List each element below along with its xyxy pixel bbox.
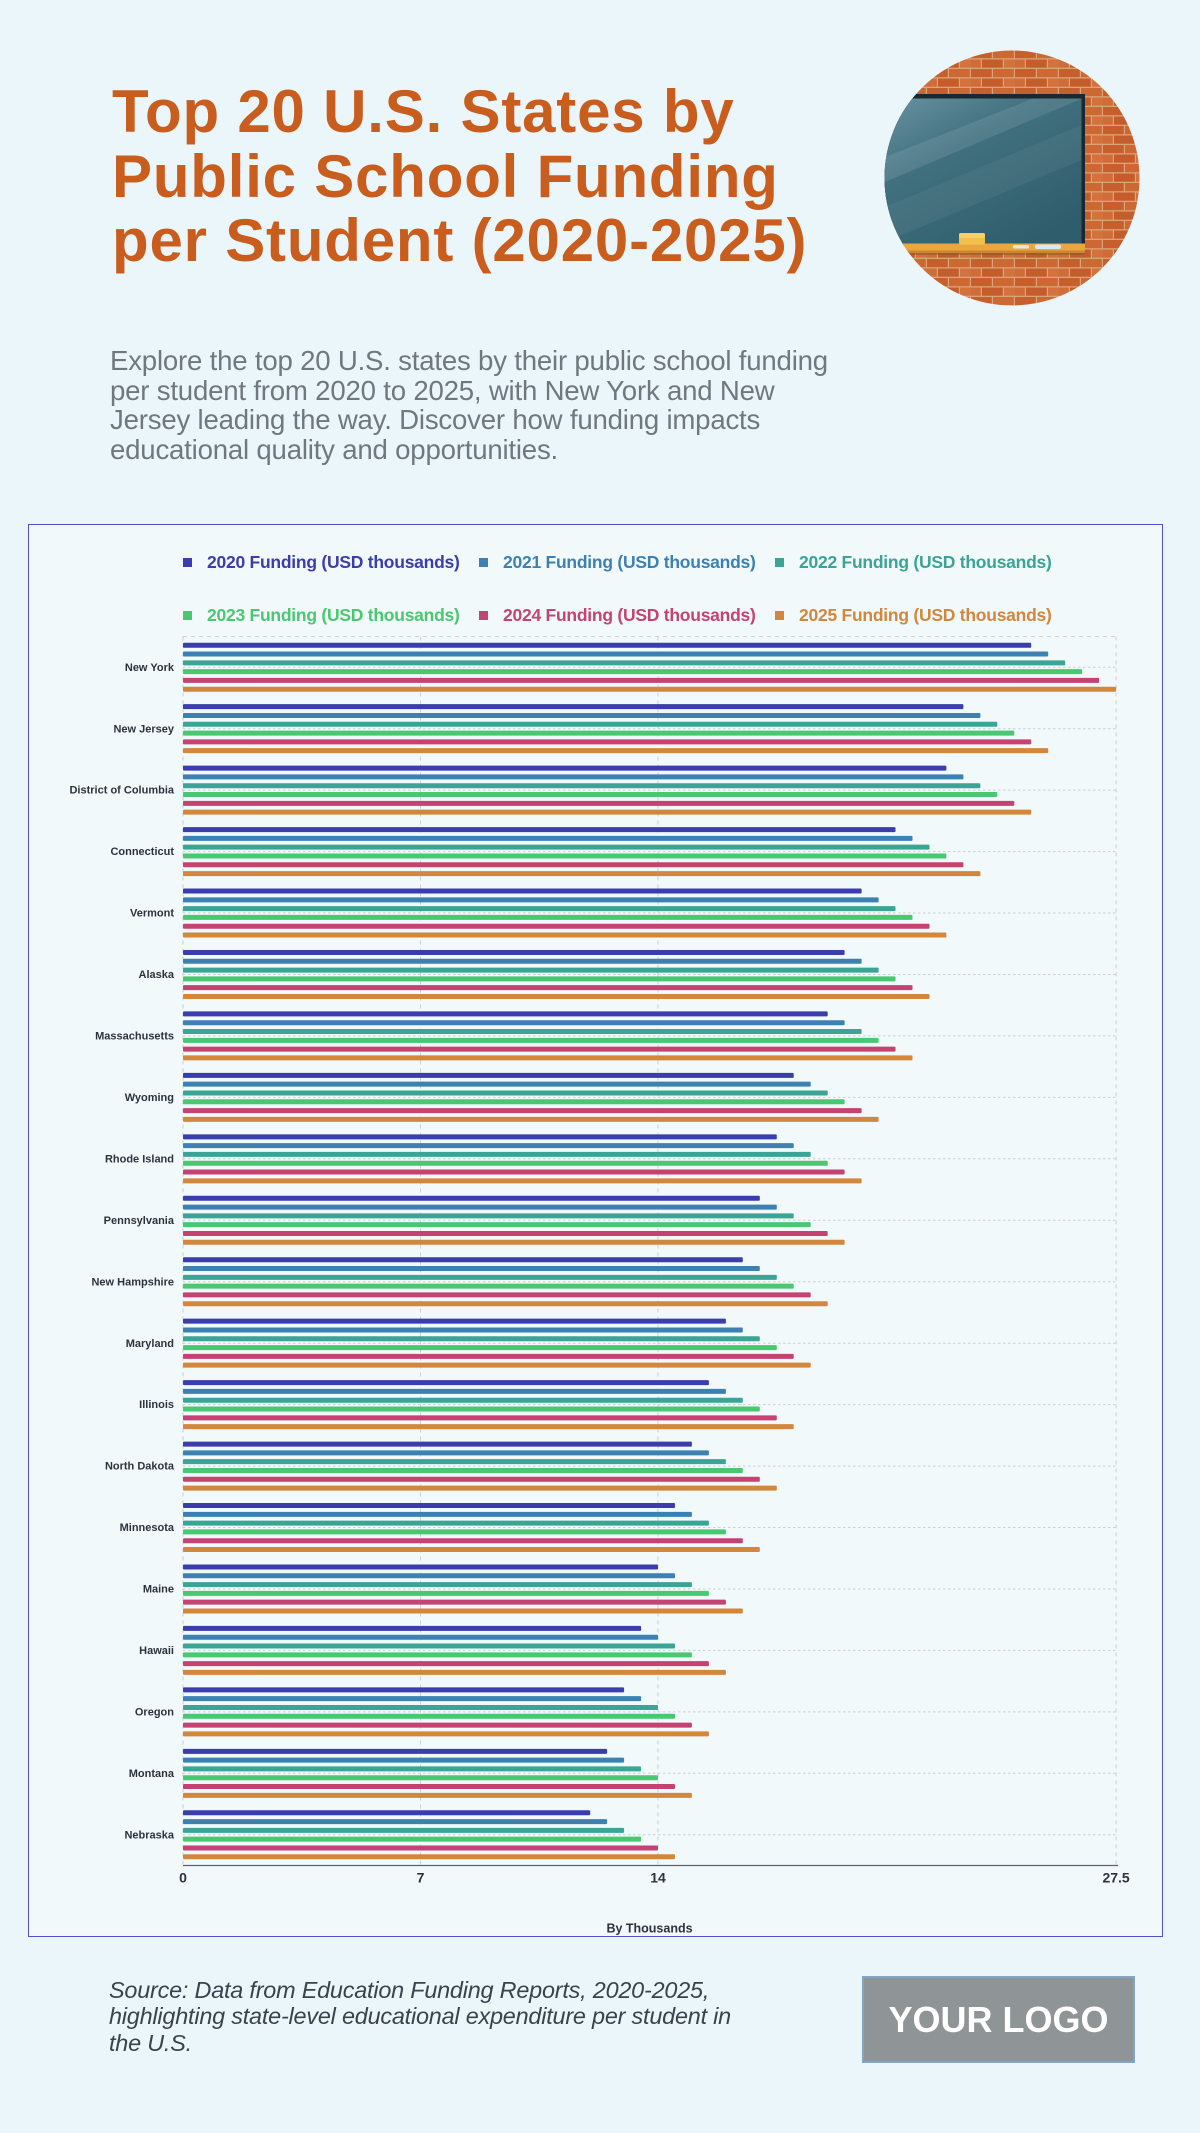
svg-text:Alaska: Alaska [139,969,175,981]
svg-text:District of Columbia: District of Columbia [69,785,174,797]
svg-text:Rhode Island: Rhode Island [105,1153,174,1165]
svg-text:By Thousands: By Thousands [606,1922,692,1936]
svg-text:Pennsylvania: Pennsylvania [104,1215,175,1227]
svg-text:New York: New York [125,662,175,674]
svg-text:Hawaii: Hawaii [139,1645,174,1657]
svg-text:Oregon: Oregon [135,1707,174,1719]
svg-text:Nebraska: Nebraska [124,1829,174,1841]
svg-text:Vermont: Vermont [130,908,174,920]
svg-text:27.5: 27.5 [1102,1870,1129,1886]
svg-text:Maryland: Maryland [126,1338,174,1350]
svg-text:Montana: Montana [129,1768,175,1780]
svg-text:Massachusetts: Massachusetts [95,1031,174,1043]
svg-text:Wyoming: Wyoming [125,1092,174,1104]
svg-text:7: 7 [417,1870,425,1886]
svg-text:Connecticut: Connecticut [110,846,174,858]
svg-text:14: 14 [650,1870,666,1886]
svg-text:Maine: Maine [143,1584,174,1596]
svg-text:New Hampshire: New Hampshire [91,1276,174,1288]
svg-text:North Dakota: North Dakota [105,1461,175,1473]
svg-text:0: 0 [179,1870,187,1886]
svg-text:New Jersey: New Jersey [113,723,174,735]
svg-text:Illinois: Illinois [139,1399,174,1411]
svg-text:Minnesota: Minnesota [120,1522,175,1534]
